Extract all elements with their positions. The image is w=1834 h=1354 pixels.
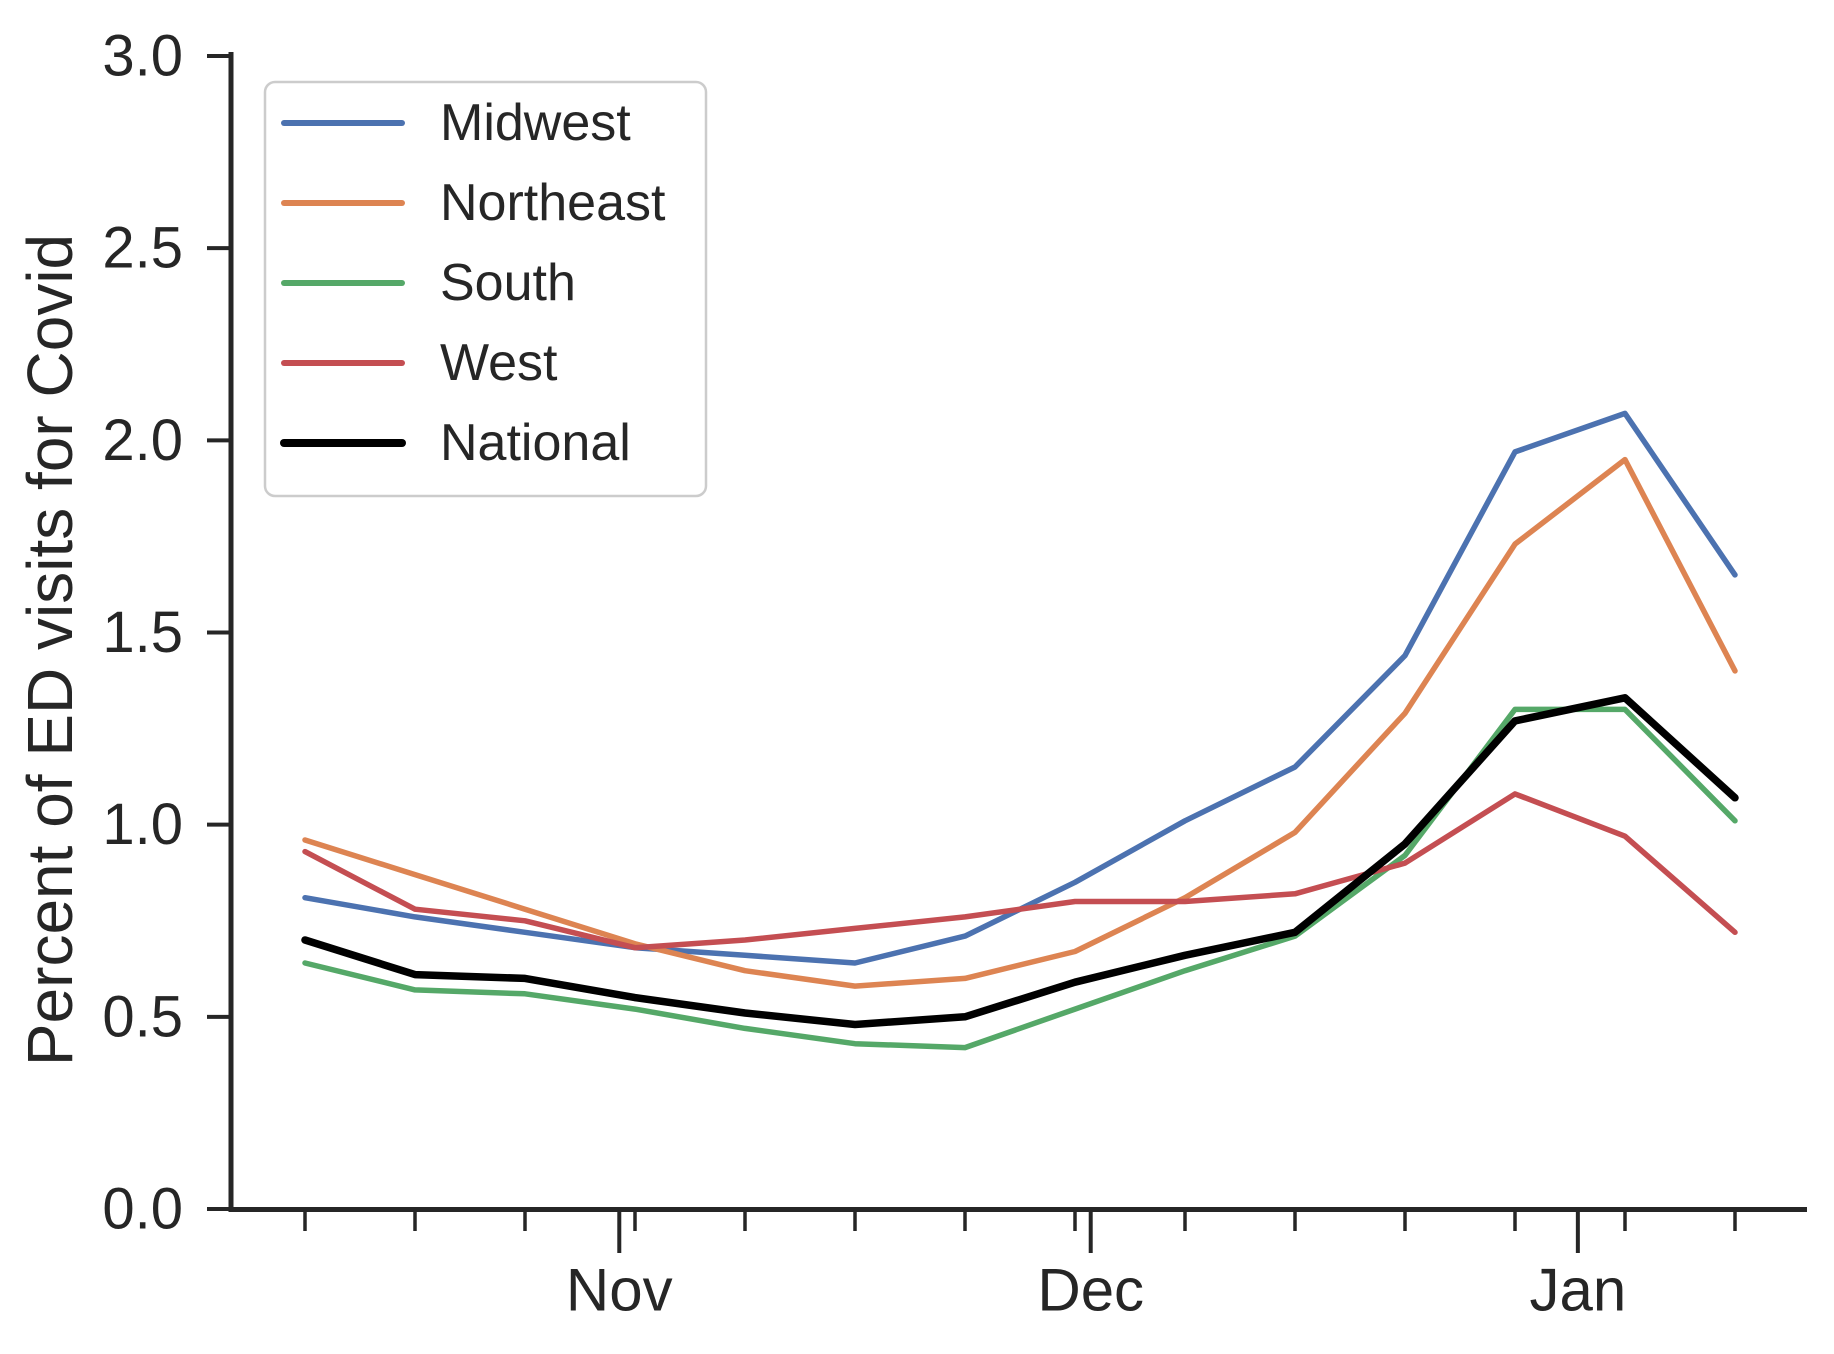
y-tick-label-2.0: 2.0 (102, 408, 183, 473)
y-axis-title: Percent of ED visits for Covid (14, 234, 86, 1066)
y-tick-label-2.5: 2.5 (102, 216, 183, 281)
y-tick-label-1.5: 1.5 (102, 600, 183, 665)
legend-label-midwest: Midwest (440, 94, 631, 152)
y-tick-label-1.0: 1.0 (102, 792, 183, 857)
y-tick-label-0.5: 0.5 (102, 984, 183, 1049)
legend-box (263, 80, 708, 498)
x-tick-label-nov: Nov (566, 1257, 673, 1324)
series-line-northeast (302, 456, 1738, 989)
x-tick-label-dec: Dec (1037, 1257, 1144, 1324)
y-tick-label-3.0: 3.0 (102, 24, 183, 89)
series-line-west (302, 791, 1738, 951)
series-line-national (301, 694, 1739, 1029)
x-tick-label-jan: Jan (1529, 1257, 1626, 1324)
series-line-south (302, 706, 1738, 1051)
y-tick-label-0.0: 0.0 (102, 1177, 183, 1242)
legend-label-west: West (440, 334, 558, 392)
legend-label-south: South (440, 254, 576, 312)
legend-label-northeast: Northeast (440, 174, 666, 232)
legend-label-national: National (440, 414, 631, 472)
